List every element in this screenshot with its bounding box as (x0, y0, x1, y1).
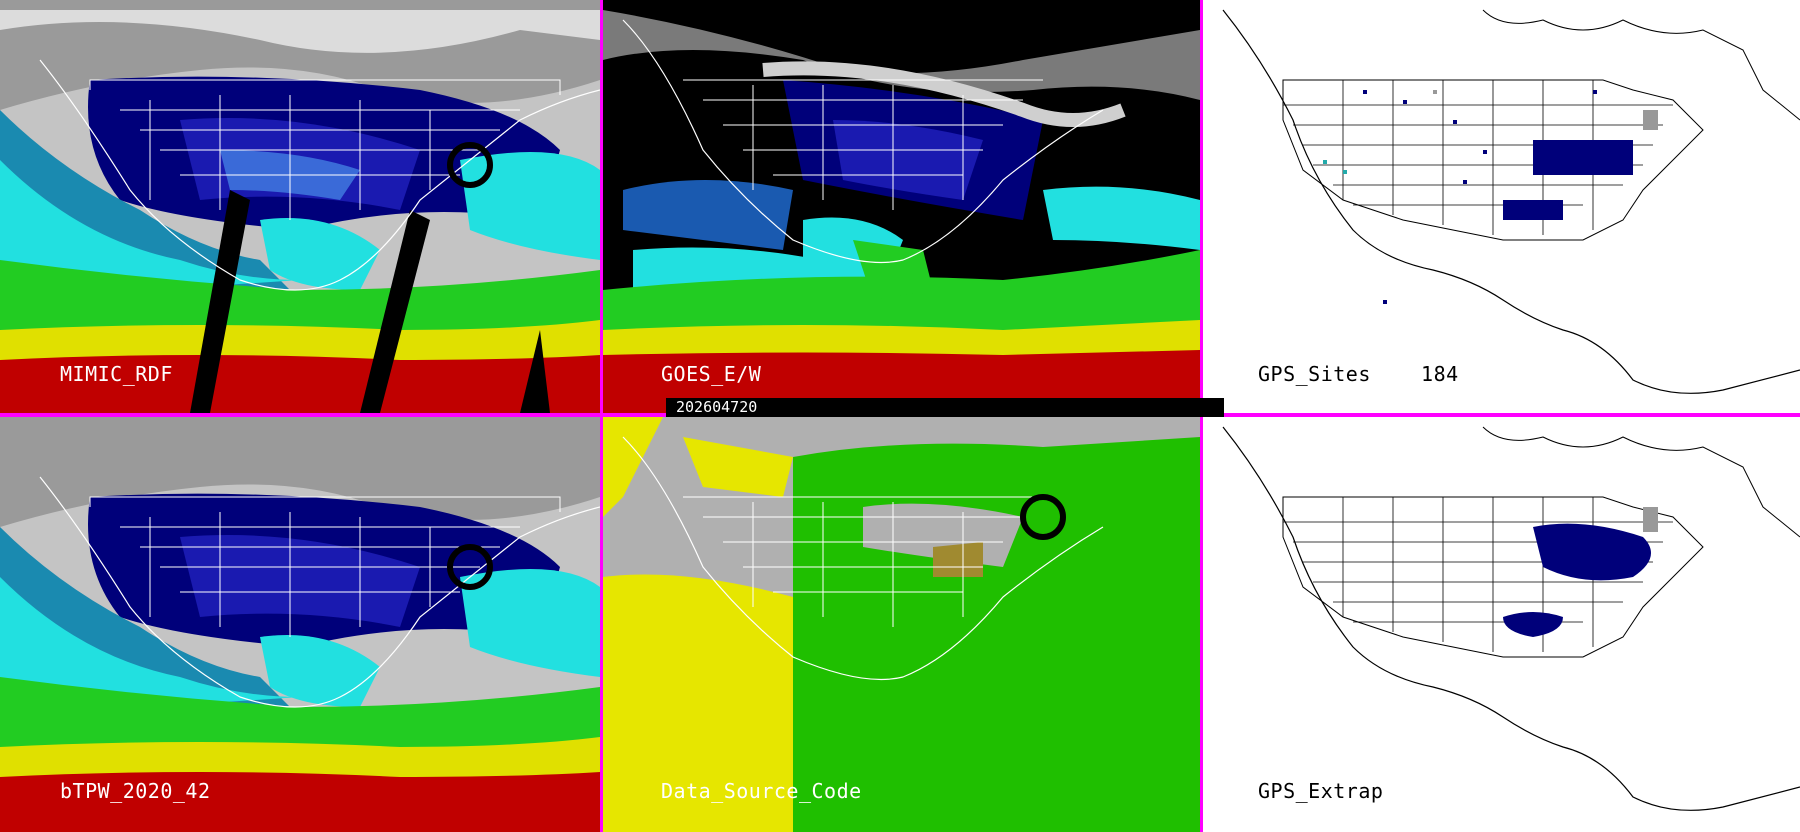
data-source-map (603, 417, 1200, 832)
panel-label-data-source: Data_Source_Code (661, 779, 862, 803)
btpw-map-image (0, 417, 600, 832)
mimic-rdf-panel: MIMIC_RDF (0, 0, 600, 413)
data-source-panel: Data_Source_Code (603, 417, 1200, 832)
panel-label-goes: GOES_E/W (661, 362, 762, 386)
timestamp-bar: 202604720 (666, 398, 1224, 417)
goes-panel: GOES_E/W (603, 0, 1200, 413)
gps-sites-panel: GPS_Sites 184 (1203, 0, 1800, 413)
panel-label-gps-extrap: GPS_Extrap (1258, 779, 1384, 803)
vertical-divider-left (600, 0, 603, 832)
panel-label-mimic: MIMIC_RDF (60, 362, 173, 386)
gps-sites-map (1203, 0, 1800, 413)
gps-extrap-map (1203, 417, 1800, 832)
gps-extrap-panel: GPS_Extrap (1203, 417, 1800, 832)
panel-label-gps-sites: GPS_Sites 184 (1258, 362, 1459, 386)
btpw-panel: bTPW_2020_42 (0, 417, 600, 832)
goes-map-image (603, 0, 1200, 413)
tpw-map-image (0, 0, 600, 413)
panel-label-btpw: bTPW_2020_42 (60, 779, 211, 803)
